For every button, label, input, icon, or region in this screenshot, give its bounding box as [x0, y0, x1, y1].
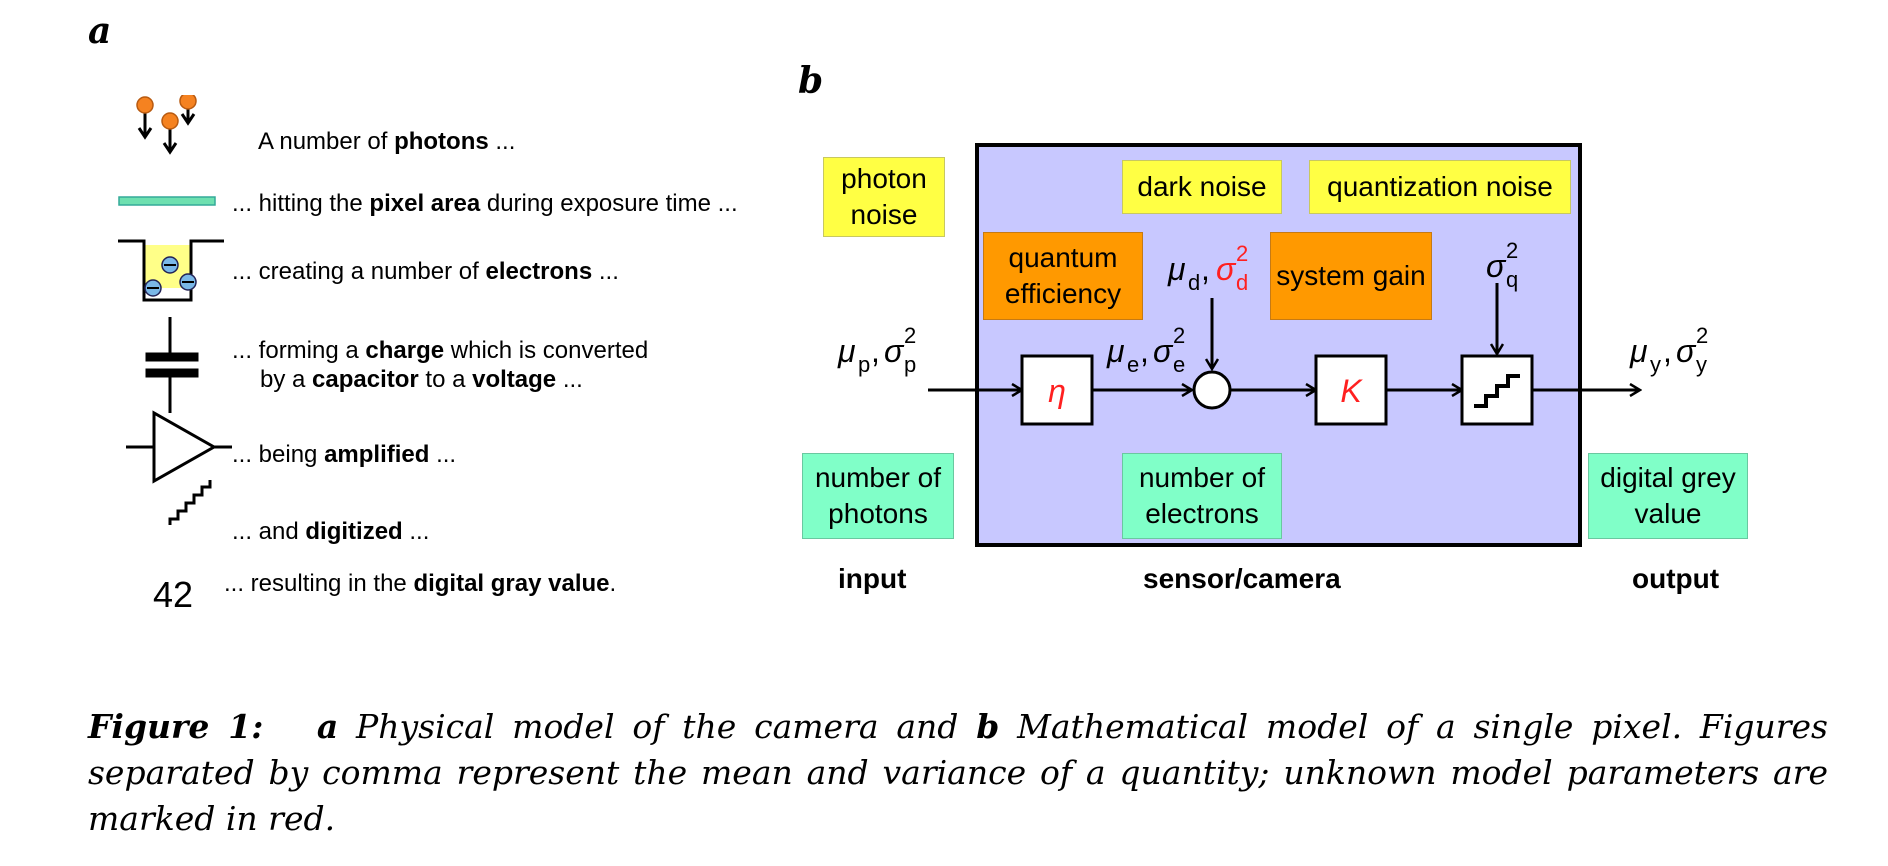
figure-caption: Figure 1: a Physical model of the camera…: [88, 707, 1828, 838]
number-of-photons-box: number of photons: [802, 453, 954, 539]
svg-text:2: 2: [1696, 323, 1708, 348]
step-photons: A number of photons ...: [258, 128, 516, 155]
gain-block: [1314, 354, 1388, 426]
electron-statistics: μ e , σ 2 e: [1106, 323, 1185, 377]
sensor-camera-label: sensor/camera: [1143, 563, 1341, 594]
svg-text:σ: σ: [1216, 251, 1237, 287]
quantum-efficiency-box: quantum efficiency: [983, 232, 1143, 320]
svg-text:2: 2: [904, 323, 916, 348]
gain-symbol: K: [1340, 373, 1363, 409]
quantization-variance: σ 2 q: [1486, 238, 1518, 292]
step-gray-value: ... resulting in the digital gray value.: [224, 570, 617, 597]
svg-text:μ: μ: [1106, 333, 1125, 369]
number-of-electrons-box: number of electrons: [1122, 453, 1282, 539]
svg-text:σ: σ: [1486, 248, 1507, 284]
svg-text:σ: σ: [1676, 333, 1697, 369]
svg-text:e: e: [1173, 352, 1185, 377]
svg-text:p: p: [904, 352, 916, 377]
dark-current-statistics: μ d , σ 2 d: [1167, 241, 1248, 295]
photon-dot-icon: [136, 96, 154, 114]
svg-text:,: ,: [871, 333, 880, 369]
eta-block: [1020, 354, 1094, 426]
summation-node-icon: [1192, 370, 1232, 410]
panel-b-label: b: [798, 60, 824, 102]
svg-text:2: 2: [1236, 241, 1248, 266]
step-capacitor: by a capacitor to a voltage ...: [260, 366, 583, 393]
system-gain-box: system gain: [1270, 232, 1432, 320]
gray-value-number: 42: [153, 574, 194, 615]
svg-text:,: ,: [1140, 333, 1149, 369]
svg-text:2: 2: [1506, 238, 1518, 263]
svg-text:μ: μ: [837, 333, 856, 369]
digital-grey-value-box: digital grey value: [1588, 453, 1748, 539]
svg-text:y: y: [1650, 352, 1661, 377]
input-label: input: [838, 563, 907, 594]
quantizer-staircase-icon: [1474, 374, 1520, 408]
svg-text:,: ,: [1663, 333, 1672, 369]
step-electrons: ... creating a number of electrons ...: [232, 258, 619, 285]
quantization-noise-box: quantization noise: [1309, 160, 1571, 214]
electron-well-icon: [118, 239, 224, 302]
physical-model-icons: [118, 95, 232, 525]
dark-noise-box: dark noise: [1122, 160, 1282, 214]
step-digitized: ... and digitized ...: [232, 518, 430, 545]
svg-text:e: e: [1127, 352, 1139, 377]
svg-text:μ: μ: [1629, 333, 1648, 369]
svg-text:σ: σ: [884, 333, 905, 369]
step-charge: ... forming a charge which is converted: [232, 337, 649, 364]
pixel-area-icon: [118, 196, 216, 206]
svg-text:μ: μ: [1167, 251, 1186, 287]
capacitor-icon: [145, 317, 199, 413]
amplifier-icon: [126, 410, 232, 484]
svg-text:p: p: [858, 352, 870, 377]
step-pixel-area: ... hitting the pixel area during exposu…: [232, 190, 738, 217]
svg-text:,: ,: [1201, 251, 1210, 287]
step-amplified: ... being amplified ...: [232, 441, 457, 468]
eta-symbol: η: [1048, 373, 1066, 409]
mathematical-model-diagram: η K μ p , σ 2 p μ e , σ 2 e μ d , σ 2 d …: [837, 143, 1708, 547]
staircase-icon: [168, 480, 212, 525]
svg-text:d: d: [1188, 270, 1200, 295]
svg-text:d: d: [1236, 270, 1248, 295]
svg-text:σ: σ: [1153, 333, 1174, 369]
svg-text:q: q: [1506, 267, 1518, 292]
panel-a-label: a: [88, 10, 112, 52]
svg-text:y: y: [1696, 352, 1707, 377]
output-label: output: [1632, 563, 1720, 594]
svg-text:2: 2: [1173, 323, 1185, 348]
photon-noise-box: photon noise: [823, 157, 945, 237]
input-statistics: μ p , σ 2 p: [837, 323, 916, 377]
output-statistics: μ y , σ 2 y: [1629, 323, 1708, 377]
